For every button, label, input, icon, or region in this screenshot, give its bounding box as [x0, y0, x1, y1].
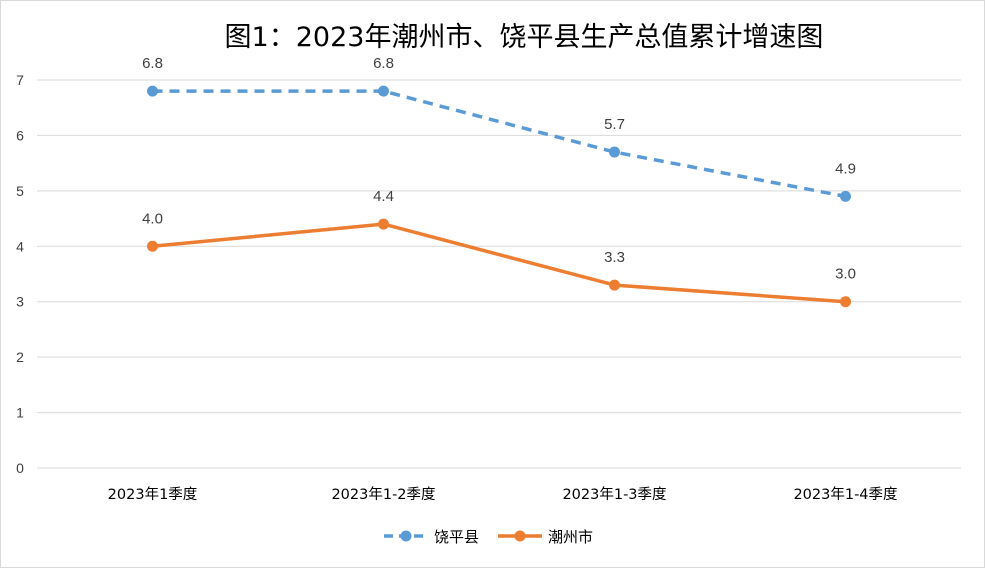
data-point: [378, 85, 389, 97]
legend: 饶平县 潮州市: [384, 528, 593, 546]
data-label: 5.7: [604, 116, 625, 133]
data-point: [378, 218, 389, 230]
chart-title: 图1：2023年潮州市、饶平县生产总值累计增速图: [225, 22, 824, 53]
series-line-2: [150, 222, 848, 304]
y-axis-ticks: 0 1 2 3 4 5 6 7: [16, 72, 24, 476]
y-tick-label: 7: [16, 72, 24, 88]
y-tick-label: 6: [16, 127, 24, 143]
x-category-label: 2023年1-2季度: [331, 486, 435, 503]
data-label: 4.4: [373, 188, 394, 205]
series-line-1: [152, 89, 846, 199]
y-tick-label: 5: [16, 183, 24, 199]
x-category-label: 2023年1季度: [108, 486, 198, 503]
legend-marker: [400, 530, 412, 542]
y-tick-label: 4: [16, 238, 24, 254]
data-point: [609, 146, 620, 158]
gridlines: [37, 79, 961, 469]
data-point: [147, 85, 158, 97]
series-lines: [150, 89, 848, 304]
data-label: 6.8: [142, 55, 163, 72]
data-point: [147, 240, 158, 252]
data-point: [840, 190, 851, 202]
legend-label: 饶平县: [434, 528, 479, 546]
legend-marker: [514, 530, 526, 542]
y-tick-label: 1: [16, 405, 24, 421]
y-tick-label: 2: [16, 349, 24, 365]
data-labels: 6.8 6.8 5.7 4.9 4.0 4.4 3.3 3.0: [142, 55, 856, 283]
data-label: 6.8: [373, 55, 394, 72]
data-point: [609, 279, 620, 291]
legend-label: 潮州市: [548, 528, 593, 546]
y-tick-label: 3: [16, 294, 24, 310]
series-points: [147, 85, 851, 308]
data-label: 4.0: [142, 210, 163, 227]
x-axis-categories: 2023年1季度 2023年1-2季度 2023年1-3季度 2023年1-4季度: [108, 486, 898, 503]
data-point: [840, 296, 851, 308]
data-label: 3.3: [604, 249, 625, 266]
x-category-label: 2023年1-4季度: [793, 486, 897, 503]
y-tick-label: 0: [16, 460, 24, 476]
x-category-label: 2023年1-3季度: [562, 486, 666, 503]
data-label: 4.9: [835, 160, 856, 177]
data-label: 3.0: [835, 266, 856, 283]
